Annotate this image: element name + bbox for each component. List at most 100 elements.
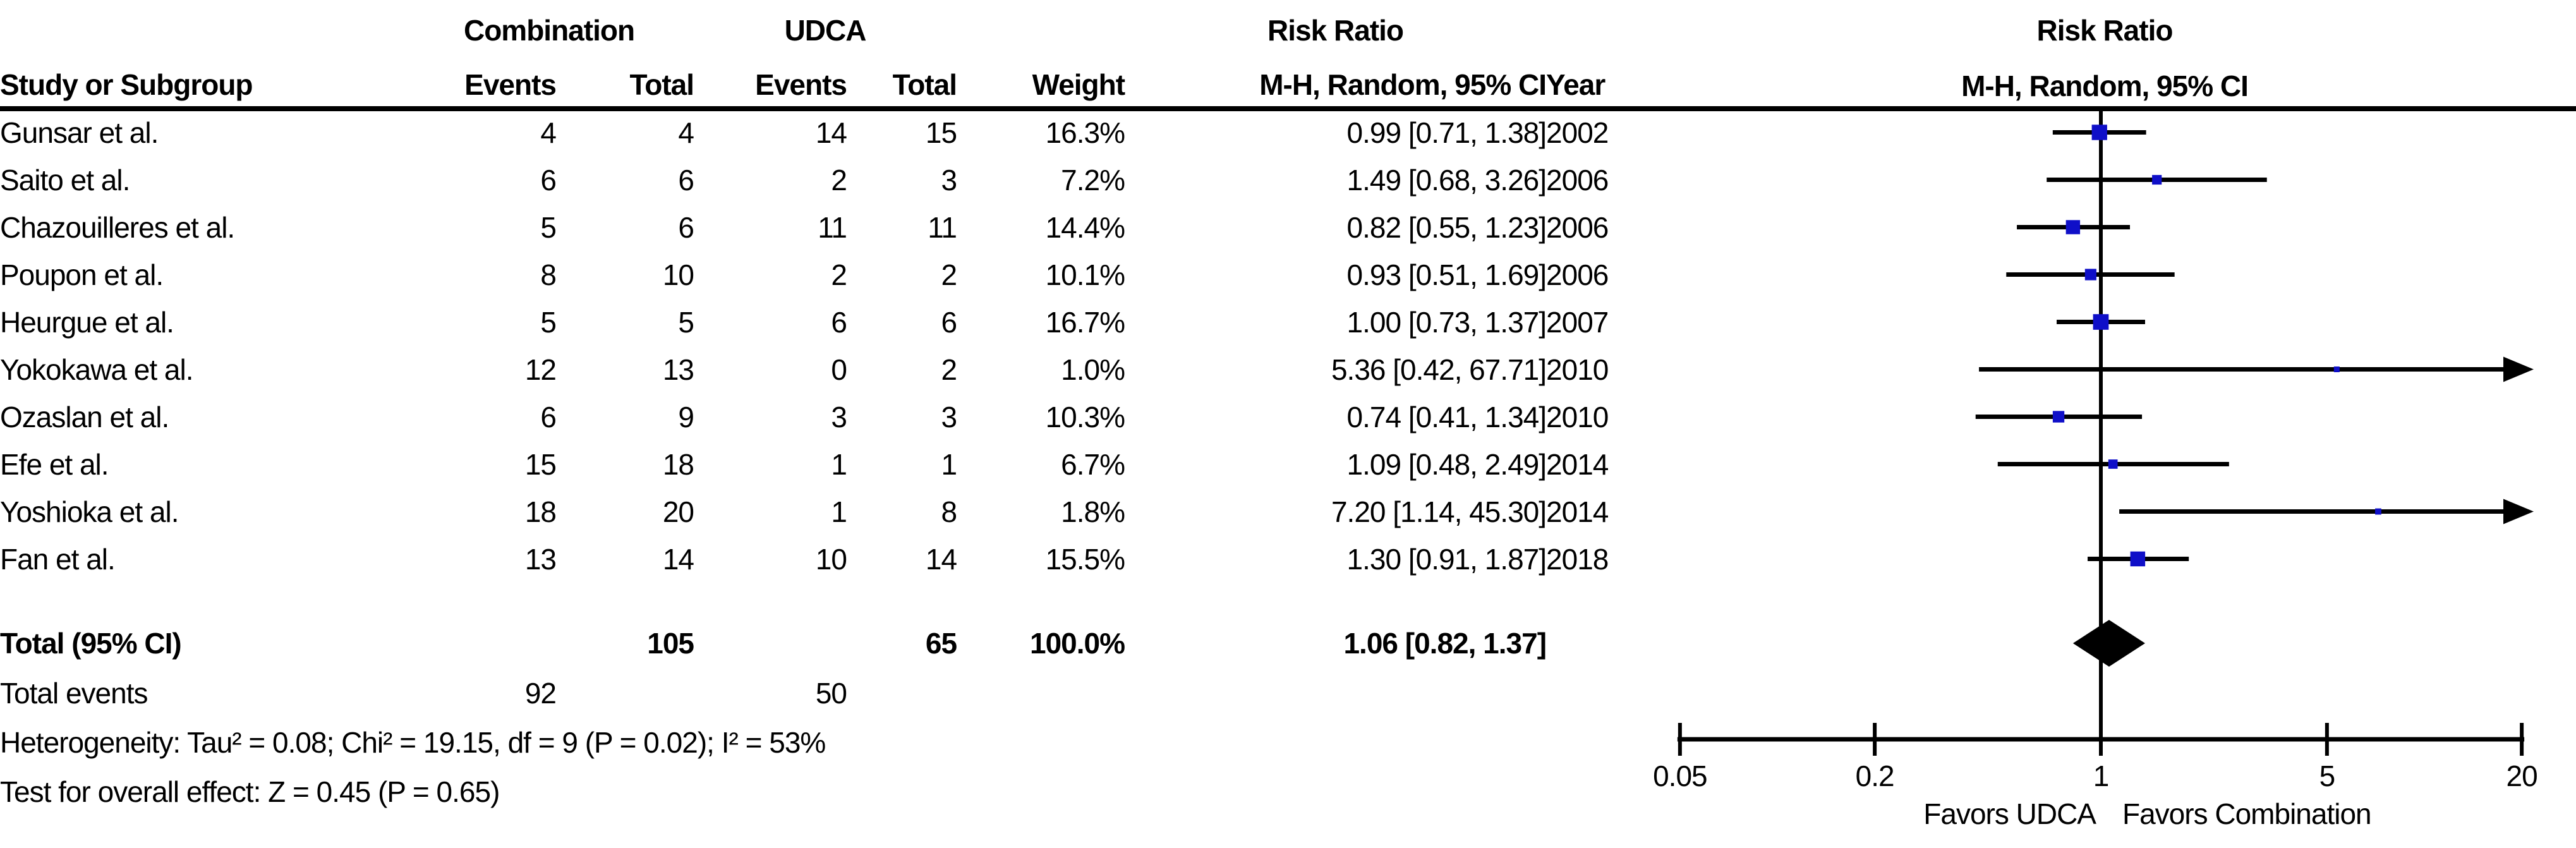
total-udca-total: 65 (925, 627, 957, 660)
udca-events: 11 (818, 210, 847, 244)
effect-marker (2091, 124, 2107, 140)
effect-marker (2375, 508, 2381, 515)
year-value: 2010 (1546, 353, 1609, 386)
udca-events: 2 (831, 258, 847, 291)
comb-events: 5 (540, 210, 557, 244)
year-value: 2010 (1546, 400, 1609, 433)
study-name: Heurgue et al. (0, 305, 174, 339)
risk-ratio-ci-text: 0.93 [0.51, 1.69] (1346, 258, 1547, 291)
comb-total: 10 (662, 258, 694, 291)
risk-ratio-ci-text: 7.20 [1.14, 45.30] (1331, 495, 1547, 528)
comb-events: 4 (540, 116, 557, 149)
total-events-label: Total events (0, 677, 148, 710)
weight-value: 7.2% (1061, 163, 1125, 197)
total-events-udca: 50 (815, 677, 847, 710)
effect-marker (2152, 174, 2162, 185)
risk-ratio-ci-text: 0.99 [0.71, 1.38] (1346, 116, 1547, 149)
risk-ratio-ci-text: 5.36 [0.42, 67.71] (1331, 353, 1547, 386)
comb-events: 6 (540, 163, 557, 197)
total-events-row: Total events 92 50 (0, 669, 1655, 718)
heterogeneity-text: Heterogeneity: Tau² = 0.08; Chi² = 19.15… (0, 726, 826, 759)
group-header-udca: UDCA (784, 14, 867, 47)
udca-events: 1 (831, 447, 847, 481)
year-value: 2006 (1546, 210, 1609, 244)
udca-total: 14 (925, 542, 957, 576)
study-name: Chazouilleres et al. (0, 210, 235, 244)
plot-header-risk-ratio: Risk Ratio (2037, 14, 2173, 47)
col-header-comb-events: Events (464, 68, 557, 101)
summary-diamond (2072, 620, 2146, 667)
weight-value: 16.7% (1045, 305, 1125, 339)
udca-events: 6 (831, 305, 847, 339)
effect-marker (2052, 411, 2065, 423)
col-header-udca-events: Events (755, 68, 847, 101)
total-row: Total (95% CI) 105 65 100.0% 1.06 [0.82,… (0, 618, 1655, 669)
col-header-ci: M-H, Random, 95% CI (1259, 68, 1547, 101)
udca-events: 10 (815, 542, 847, 576)
study-row: Gunsar et al. 4 4 14 15 16.3% 0.99 [0.71, 1.38… (0, 109, 1655, 156)
col-header-study: Study or Subgroup (0, 68, 253, 101)
comb-events: 15 (524, 447, 557, 481)
comb-total: 13 (662, 353, 694, 386)
effect-marker (2065, 220, 2081, 234)
udca-total: 15 (925, 116, 957, 149)
weight-value: 10.3% (1045, 400, 1125, 433)
year-value: 2006 (1546, 163, 1609, 197)
study-name: Poupon et al. (0, 258, 164, 291)
comb-events: 12 (524, 353, 557, 386)
comb-total: 4 (678, 116, 694, 149)
group-header-risk-ratio: Risk Ratio (1267, 14, 1404, 47)
comb-total: 9 (678, 400, 694, 433)
comb-events: 13 (524, 542, 557, 576)
ci-arrow-right (2503, 499, 2534, 524)
study-row: Chazouilleres et al. 5 6 11 11 14.4% 0.82 [0.5… (0, 203, 1655, 251)
col-header-comb-total: Total (629, 68, 694, 101)
effect-marker (2333, 366, 2340, 372)
weight-value: 15.5% (1045, 542, 1125, 576)
weight-value: 1.0% (1061, 353, 1125, 386)
year-value: 2002 (1546, 116, 1609, 149)
total-label: Total (95% CI) (0, 627, 182, 660)
year-value: 2014 (1546, 495, 1609, 528)
total-weight: 100.0% (1030, 627, 1125, 660)
study-name: Efe et al. (0, 447, 109, 481)
study-row: Efe et al. 15 18 1 1 6.7% 1.09 [0.48, 2.49] 201… (0, 440, 1655, 488)
comb-total: 6 (678, 210, 694, 244)
comb-total: 18 (662, 447, 694, 481)
study-name: Ozaslan et al. (0, 400, 169, 433)
summary-table: Combination UDCA Risk Ratio Study or Sub… (0, 14, 1655, 808)
study-name: Saito et al. (0, 163, 130, 197)
col-header-weight: Weight (1032, 68, 1125, 101)
comb-events: 5 (540, 305, 557, 339)
udca-total: 2 (941, 258, 957, 291)
udca-total: 8 (941, 495, 957, 528)
udca-total: 11 (928, 210, 957, 244)
year-value: 2007 (1546, 305, 1609, 339)
total-comb-total: 105 (647, 627, 694, 660)
col-header-udca-total: Total (892, 68, 957, 101)
year-value: 2014 (1546, 447, 1609, 481)
comb-total: 14 (662, 542, 694, 576)
comb-events: 8 (540, 258, 557, 291)
study-name: Gunsar et al. (0, 116, 159, 149)
effect-marker (2130, 551, 2146, 567)
risk-ratio-ci-text: 0.82 [0.55, 1.23] (1346, 210, 1547, 244)
weight-value: 6.7% (1061, 447, 1125, 481)
udca-events: 0 (831, 353, 847, 386)
study-rows: Gunsar et al. 4 4 14 15 16.3% 0.99 [0.71, 1.38… (0, 109, 1655, 583)
forest-plot: Risk Ratio M-H, Random, 95% CI 0.05 0.2 1 5 20… (1653, 14, 2538, 830)
risk-ratio-ci-text: 1.49 [0.68, 3.26] (1346, 163, 1547, 197)
study-row: Yoshioka et al. 18 20 1 8 1.8% 7.20 [1.14, 45.… (0, 488, 1655, 535)
comb-events: 18 (524, 495, 557, 528)
risk-ratio-ci-text: 1.09 [0.48, 2.49] (1346, 447, 1547, 481)
udca-events: 3 (831, 400, 847, 433)
x-axis-tick-label: 20 (2506, 760, 2537, 792)
total-events-comb: 92 (524, 677, 557, 710)
udca-total: 3 (941, 400, 957, 433)
ci-arrow-right (2503, 356, 2534, 382)
study-row: Heurgue et al. 5 5 6 6 16.7% 1.00 [0.73, 1.37]… (0, 298, 1655, 346)
effect-marker (2108, 459, 2118, 469)
x-axis-tick-label: 0.05 (1653, 760, 1707, 792)
favors-right-label: Favors Combination (2122, 797, 2371, 830)
x-axis-tick-label: 1 (2093, 760, 2109, 792)
